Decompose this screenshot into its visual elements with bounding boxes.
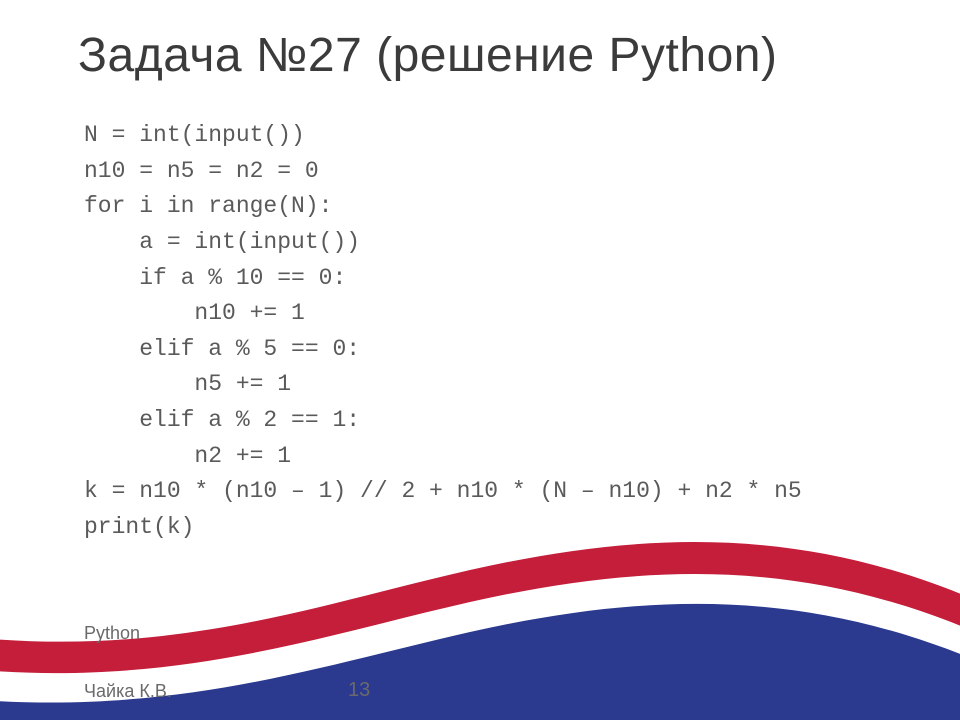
page-number: 13 [348,679,370,702]
footer-language: Python [84,623,140,644]
slide-title: Задача №27 (решение Python) [78,28,777,83]
footer-author: Чайка К.В. [84,681,172,702]
code-block: N = int(input()) n10 = n5 = n2 = 0 for i… [84,118,802,546]
